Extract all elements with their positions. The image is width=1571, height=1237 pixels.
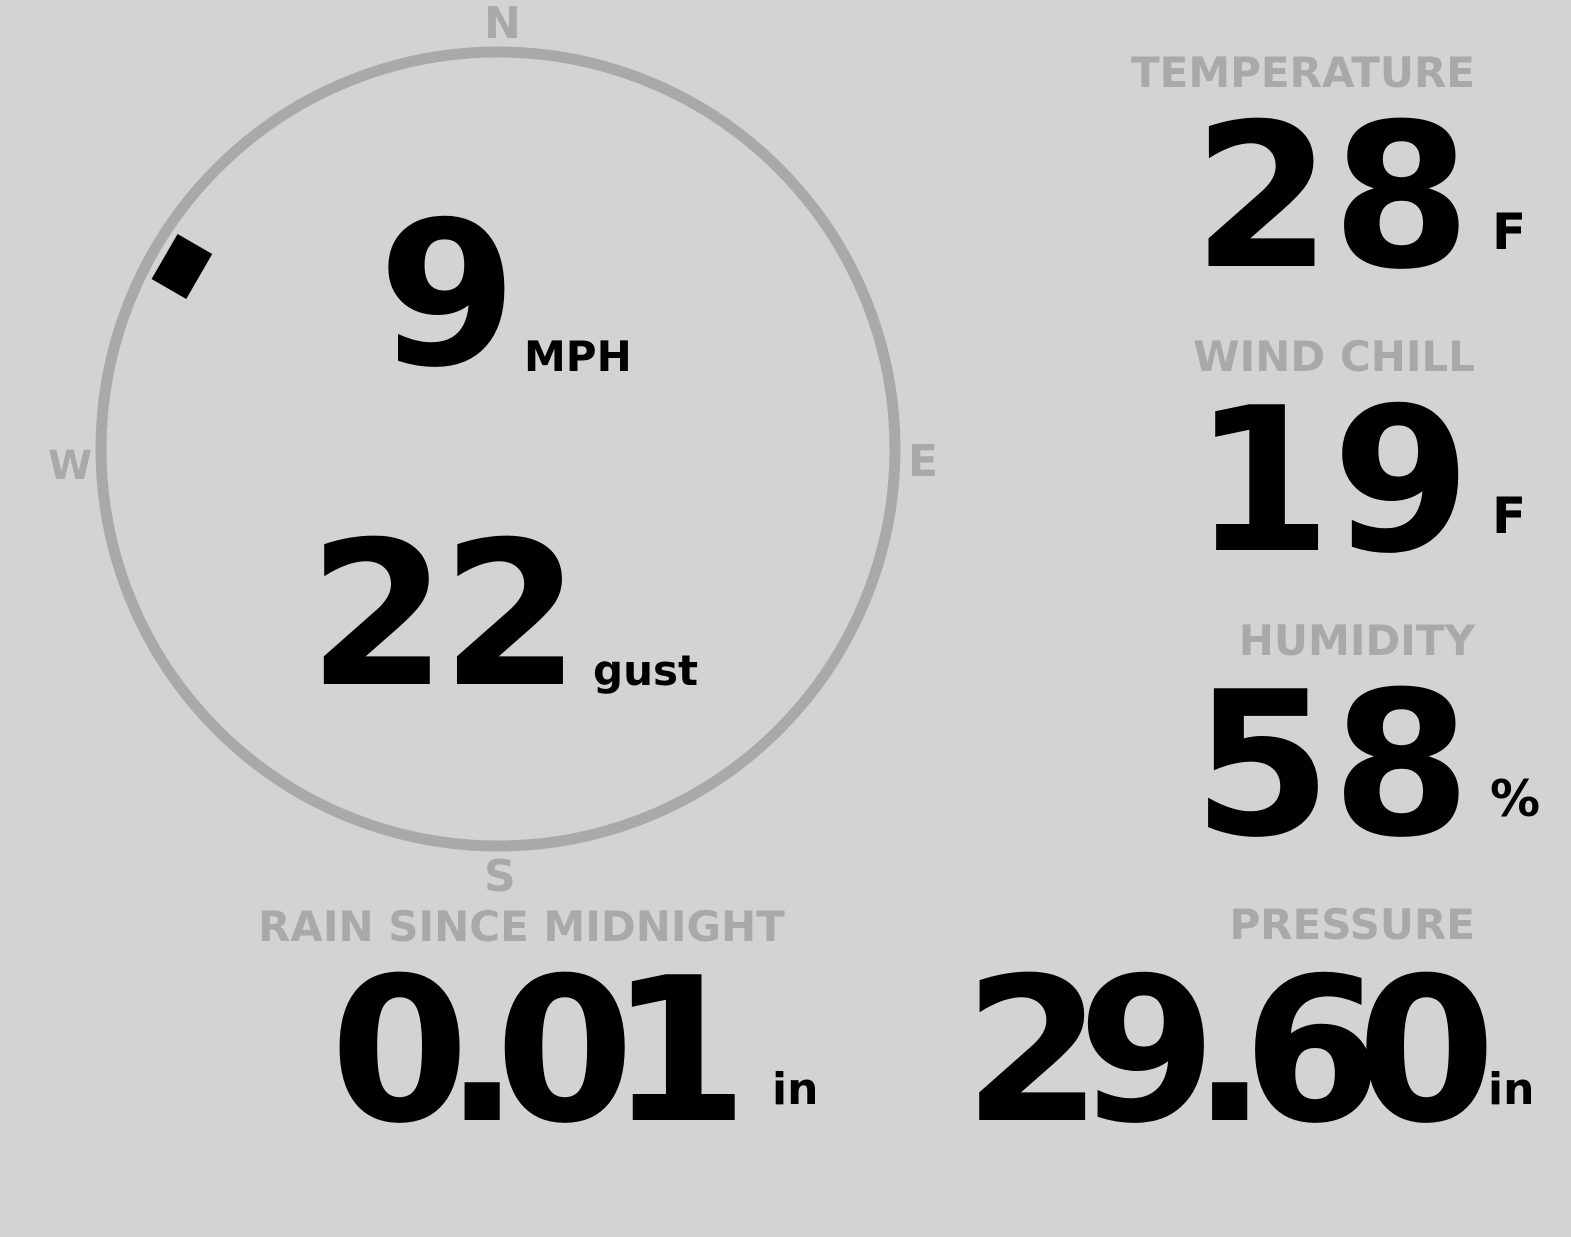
wind-chill-label: WIND CHILL	[1193, 332, 1475, 381]
rain-value: 0.01	[330, 935, 748, 1168]
pressure-value: 29.60	[963, 935, 1496, 1168]
wind-chill-unit: F	[1492, 487, 1527, 545]
compass-south: S	[484, 851, 516, 902]
wind-gust: 22	[308, 499, 580, 732]
compass-west: W	[48, 443, 93, 489]
compass-east: E	[908, 436, 939, 487]
pressure-unit: in	[1488, 1064, 1535, 1115]
compass-ring	[95, 46, 901, 852]
rain-unit: in	[772, 1064, 819, 1115]
humidity-label: HUMIDITY	[1238, 616, 1475, 665]
humidity-unit: %	[1490, 770, 1541, 828]
temperature-label: TEMPERATURE	[1131, 48, 1475, 97]
temperature-unit: F	[1492, 203, 1527, 261]
temperature-value: 28	[1192, 81, 1471, 314]
pressure-label: PRESSURE	[1229, 900, 1475, 949]
wind-chill-value: 19	[1192, 365, 1471, 598]
wind-direction-marker	[151, 233, 213, 300]
wind-speed: 9	[378, 179, 518, 412]
compass-north: N	[484, 0, 521, 49]
rain-label: RAIN SINCE MIDNIGHT	[258, 902, 785, 951]
humidity-value: 58	[1192, 649, 1471, 882]
wind-speed-unit: MPH	[524, 332, 632, 381]
wind-compass	[95, 46, 901, 852]
wind-gust-label: gust	[593, 646, 699, 695]
